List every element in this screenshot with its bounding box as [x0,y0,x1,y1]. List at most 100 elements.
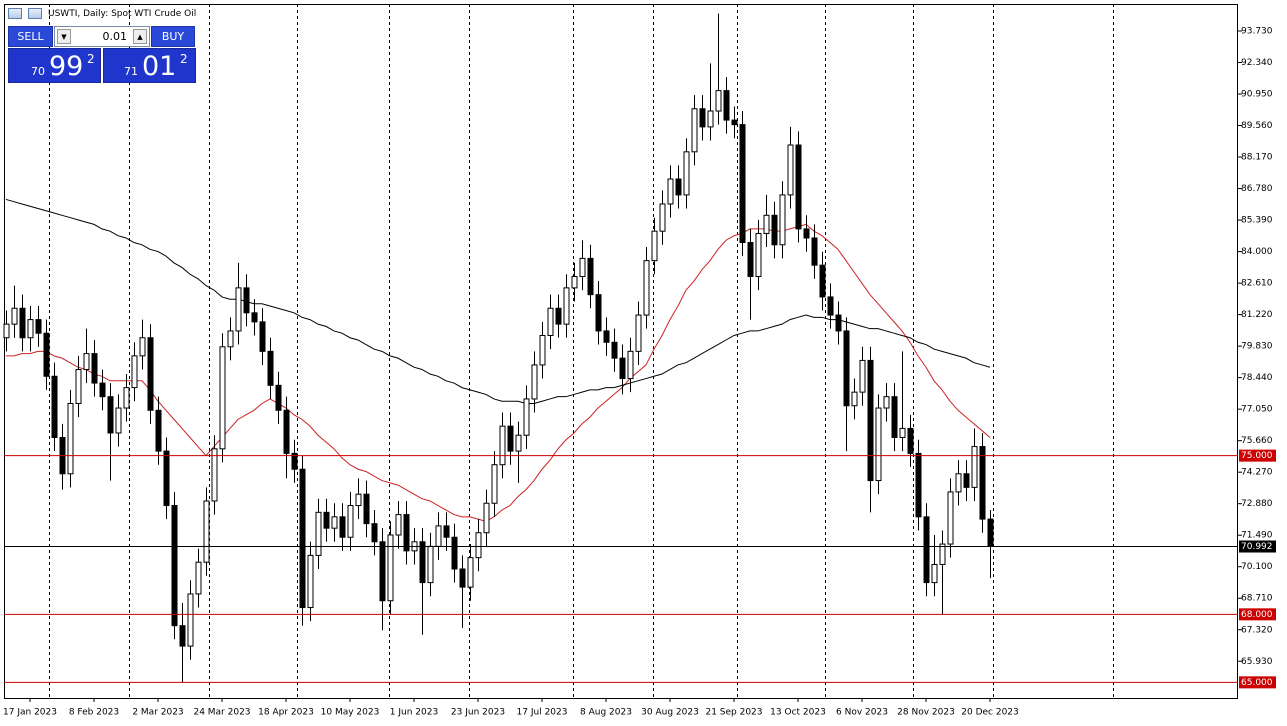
candle-body [603,330,610,343]
candle-body [939,543,946,565]
candle-body [651,230,658,262]
candle-body [515,434,522,452]
symbol-title: USWTI, Daily: Spot WTI Crude Oil [48,8,197,19]
candle-body [155,409,162,452]
y-tick-label: 74.270 [1241,468,1273,478]
candle-body [107,396,114,434]
y-tick-label: 92.340 [1241,58,1273,68]
candle-body [75,368,82,404]
candle-body [243,287,250,314]
price-tag [1239,449,1276,462]
candle-body [779,194,786,246]
candle-body [251,312,258,323]
candle-body [467,557,474,588]
candle-body [947,491,954,545]
candle-body [83,353,90,370]
y-tick-label: 90.950 [1241,90,1273,100]
candle-body [451,536,458,570]
price-tag [1239,608,1276,621]
candle-body [539,334,546,366]
candle-body [771,214,778,246]
candle-body [563,287,570,325]
candle-body [595,294,602,332]
candle-body [139,337,146,357]
candle-body [803,228,810,239]
candle-body [691,108,698,153]
y-tick-label: 84.000 [1241,247,1273,257]
candle-body [667,178,674,205]
candle-body [323,511,330,529]
candle-body [99,382,106,398]
candle-body [867,359,874,482]
x-tick-label: 13 Oct 2023 [770,708,826,718]
candle-body [963,473,970,488]
candle-body [67,402,74,475]
candle-body [899,427,906,438]
candle-body [907,427,914,454]
candle-body [859,359,866,393]
x-tick-label: 23 Jun 2023 [451,708,505,718]
lot-input[interactable]: ▼ 0.01 ▲ [54,26,150,47]
candle-body [387,534,394,602]
candle-body [659,203,666,232]
x-tick-label: 20 Dec 2023 [961,708,1019,718]
candle-body [611,341,618,359]
y-tick-label: 88.170 [1241,153,1273,163]
candle-body [195,561,202,595]
candle-body [843,330,850,407]
x-tick-label: 10 May 2023 [321,708,380,718]
price-tag-label: 70.992 [1241,542,1273,552]
candle-body [499,425,506,466]
candle-body [27,319,34,339]
x-tick-label: 1 Jun 2023 [390,708,438,718]
candle-body [43,332,50,377]
bid-price[interactable]: 70 99 2 [8,48,101,83]
candle-body [435,525,442,547]
candle-body [179,625,186,647]
candle-body [379,541,386,602]
y-tick-label: 81.220 [1241,310,1273,320]
price-tag [1239,540,1276,553]
y-tick-label: 79.830 [1241,342,1273,352]
candle-body [955,473,962,493]
candle-body [403,514,410,552]
chart-header: USWTI, Daily: Spot WTI Crude Oil [8,8,196,19]
candle-body [787,144,794,196]
candle-body [91,353,98,384]
candle-body [627,350,634,380]
candle-body [51,375,58,438]
ask-price[interactable]: 71 01 2 [103,48,196,83]
candle-body [523,398,530,436]
candle-body [299,468,306,609]
lot-down[interactable]: ▼ [57,29,71,44]
y-tick-label: 82.610 [1241,279,1273,289]
candle-body [875,407,882,482]
candle-body [811,237,818,266]
lot-value: 0.01 [102,30,128,43]
candle-body [707,110,714,128]
x-tick-label: 30 Aug 2023 [641,708,699,718]
candle-body [819,264,826,298]
x-tick-label: 17 Jul 2023 [517,708,568,718]
chart-icon[interactable] [28,8,42,19]
lot-up[interactable]: ▲ [133,29,147,44]
candle-body [851,391,858,407]
buy-button[interactable]: BUY [151,26,195,47]
candle-body [675,178,682,196]
candle-body [443,525,450,538]
candle-body [987,518,994,548]
candle-body [531,364,538,400]
x-tick-label: 28 Nov 2023 [897,708,955,718]
candle-body [507,425,514,452]
candle-body [683,151,690,196]
candle-body [291,452,298,470]
trade-panel: SELL ▼ 0.01 ▲ BUY 70 99 2 71 01 2 [8,26,196,83]
bid-head: 70 [31,65,45,78]
sell-button[interactable]: SELL [8,26,53,47]
y-tick-label: 70.100 [1241,562,1273,572]
menu-icon[interactable] [8,8,22,19]
candle-body [915,452,922,518]
y-tick-label: 86.780 [1241,184,1273,194]
x-tick-label: 8 Aug 2023 [580,708,632,718]
candle-body [19,307,26,339]
